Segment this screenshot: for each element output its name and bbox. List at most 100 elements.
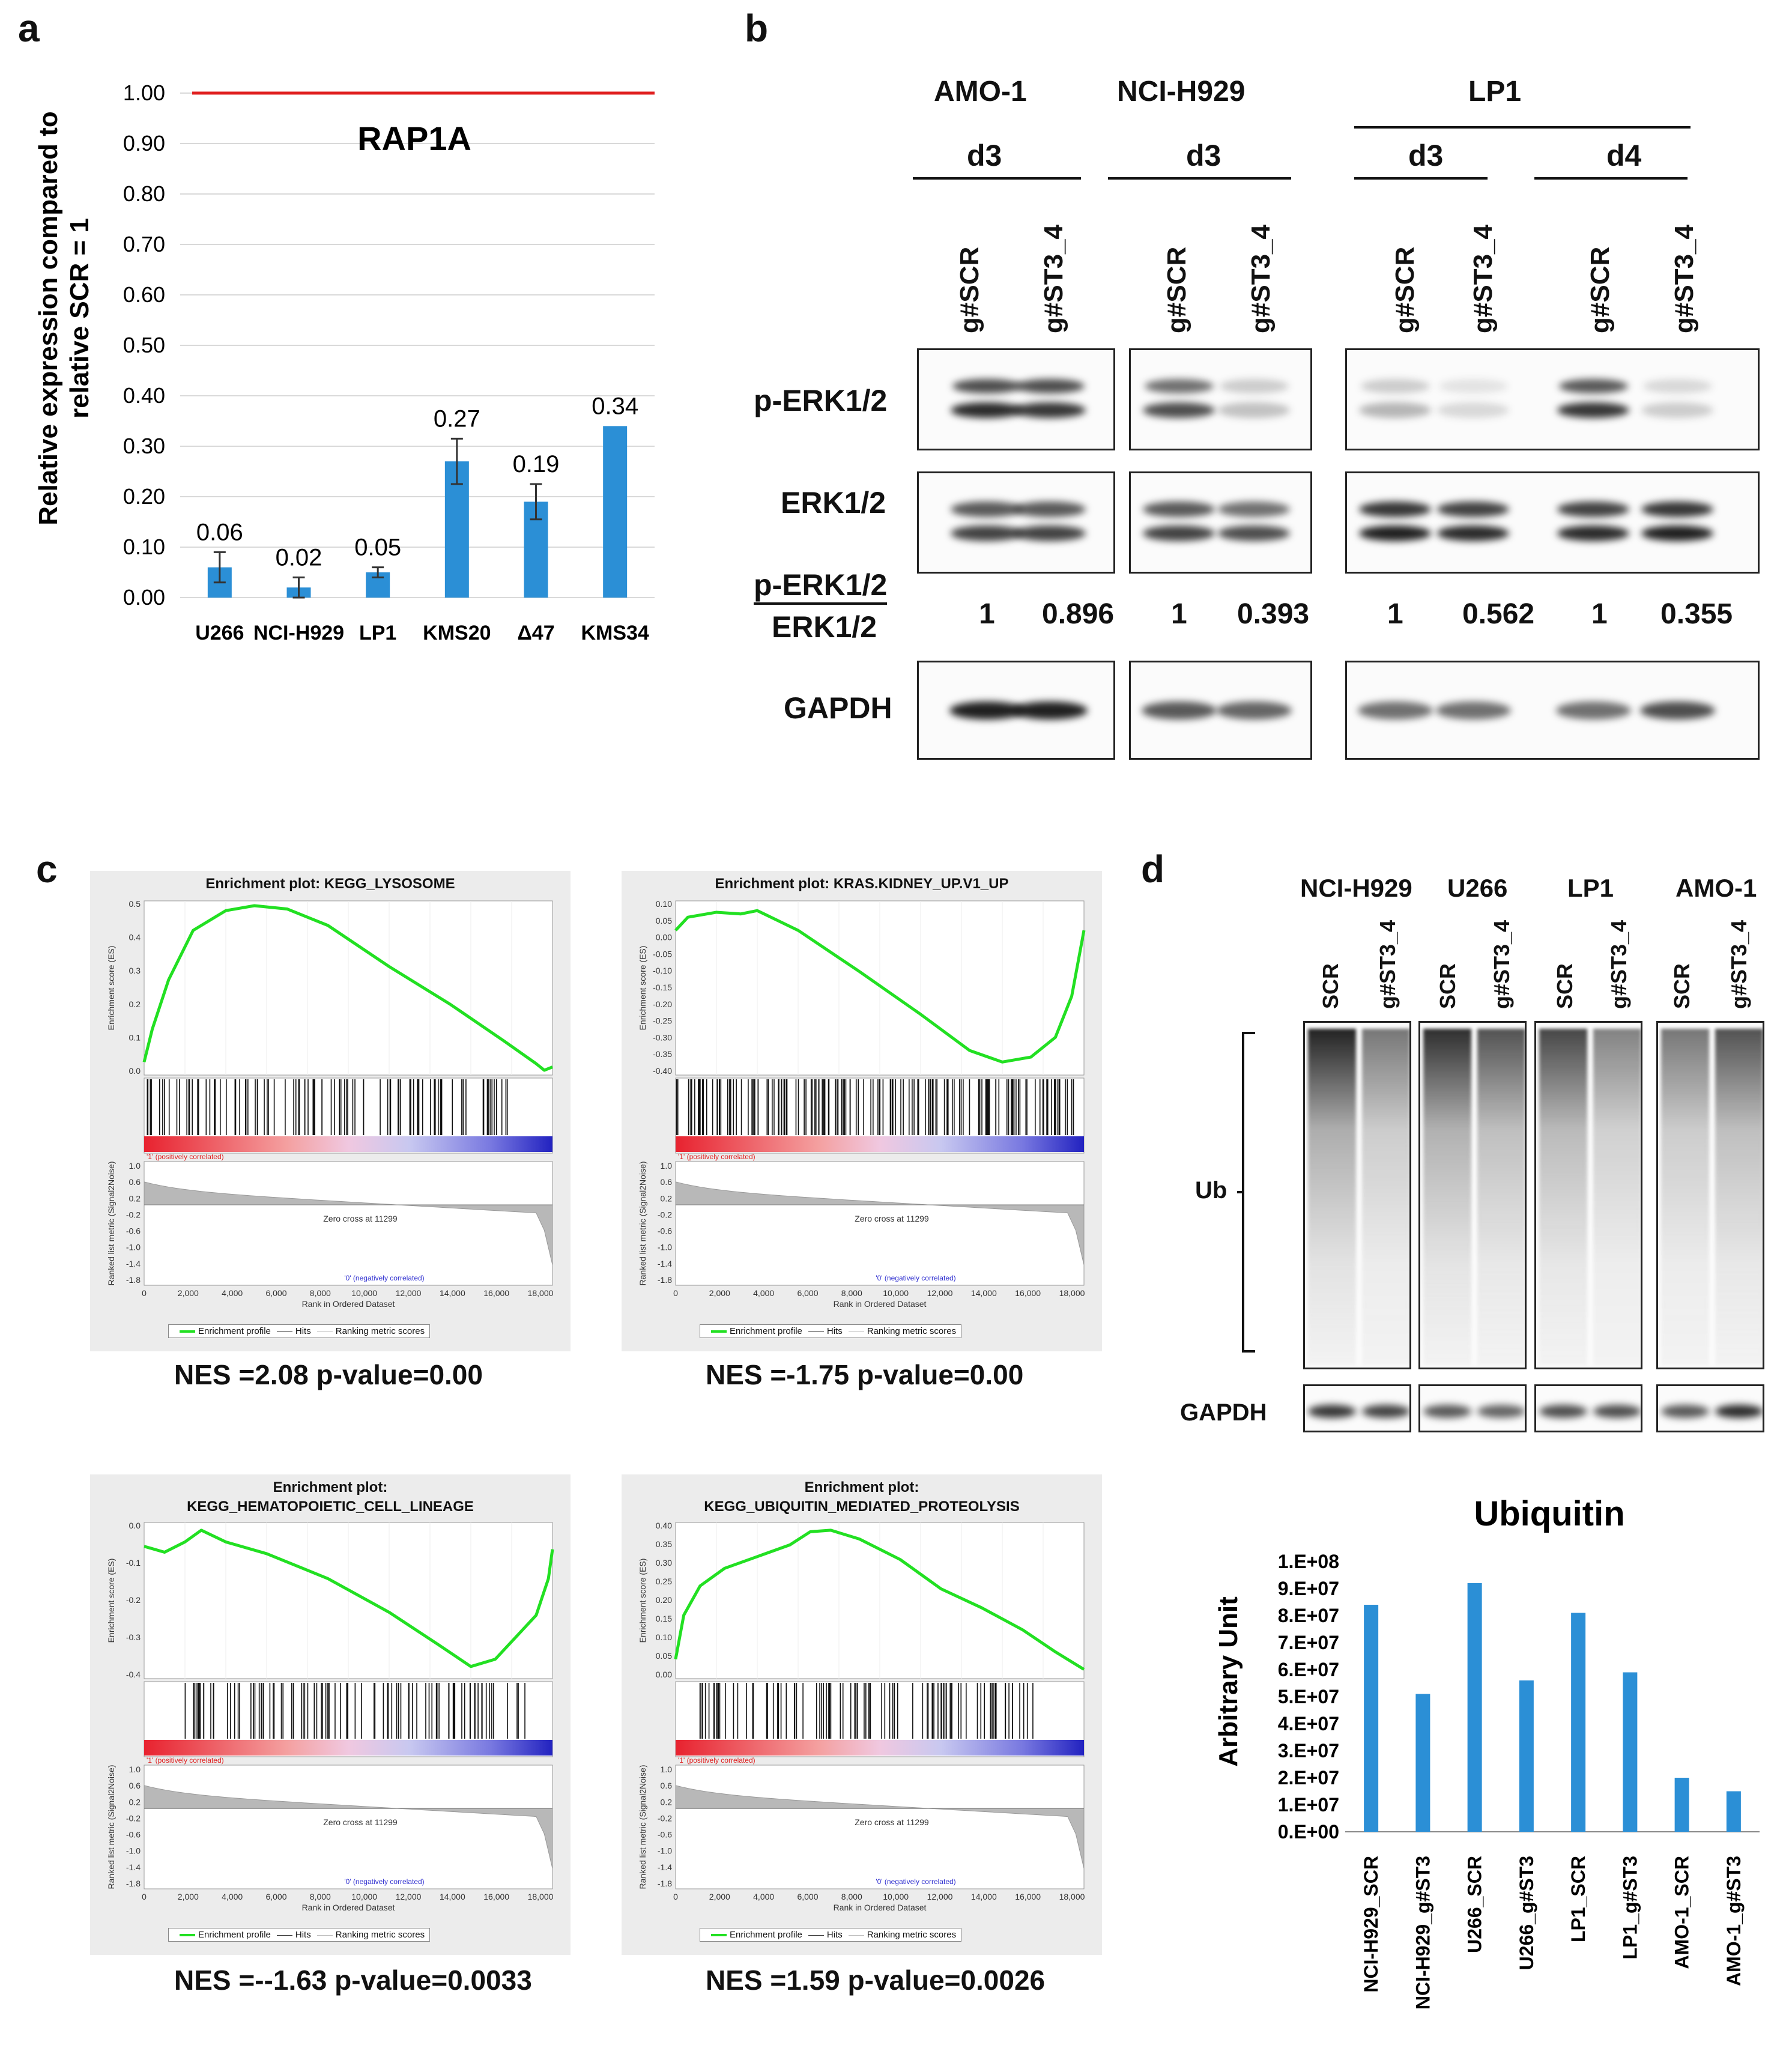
positive-label: '1' (positively correlated) <box>678 1153 755 1161</box>
metric-tick: -1.8 <box>126 1275 141 1285</box>
y-tick-label: 0.50 <box>123 333 165 357</box>
x-tick-label: Δ47 <box>517 622 554 644</box>
ratio-3: 1 <box>1171 598 1187 630</box>
x-tick: 18,000 <box>1059 1288 1085 1298</box>
value-label: 0.27 <box>434 405 480 432</box>
metric-tick: -0.2 <box>658 1210 672 1219</box>
ubiquitin-x-tick: U266_g#ST3 <box>1516 1856 1537 1970</box>
metric-tick: -0.2 <box>126 1813 141 1823</box>
lane-b-6: g#ST3_4 <box>1468 225 1498 333</box>
metric-tick: 0.2 <box>129 1193 141 1203</box>
metric-tick: -1.4 <box>126 1862 141 1872</box>
legend-label: Hits <box>295 1930 311 1940</box>
nes-caption-2: NES =-1.75 p-value=0.00 <box>706 1359 1024 1390</box>
metric-tick: 0.6 <box>661 1781 673 1790</box>
legend-swatch <box>848 1934 864 1936</box>
metric-axis-label: Ranked list metric (Signal2Noise) <box>638 1765 647 1889</box>
blot-band <box>1557 501 1629 517</box>
row-label-ratio-den: ERK1/2 <box>772 610 877 644</box>
es-tick: 0.05 <box>656 1651 672 1661</box>
blot-band <box>1362 1405 1409 1418</box>
ubiquitin-bar <box>1571 1613 1586 1832</box>
panel-label-b: b <box>745 7 769 50</box>
cellline-amo1: AMO-1 <box>934 76 1027 108</box>
y-axis-label-line2: relative SCR = 1 <box>65 218 94 419</box>
metric-tick: 1.0 <box>129 1161 141 1171</box>
negative-label: '0' (negatively correlated) <box>876 1877 955 1886</box>
es-tick: -0.35 <box>653 1049 672 1059</box>
lane-b-2: g#ST3_4 <box>1039 225 1068 333</box>
gsea-legend: Enrichment profile Hits Ranking metric sco… <box>700 1928 962 1942</box>
lane-d-1: SCR <box>1318 963 1343 1009</box>
gsea-title: Enrichment plot: <box>273 1479 388 1495</box>
blot-band <box>951 526 1023 541</box>
metric-tick: 0.2 <box>129 1797 141 1807</box>
x-tick: 16,000 <box>1015 1892 1041 1901</box>
y-tick-label: 0.70 <box>123 232 165 256</box>
ncih929-day-divider <box>1108 177 1291 180</box>
x-tick-label: LP1 <box>359 622 396 644</box>
x-tick: 16,000 <box>1015 1288 1041 1298</box>
legend-label: Hits <box>295 1326 311 1336</box>
x-tick: 10,000 <box>351 1288 377 1298</box>
x-tick-label: U266 <box>195 622 244 644</box>
legend-label: Ranking metric scores <box>867 1930 957 1940</box>
metric-tick: 0.2 <box>661 1797 673 1807</box>
blot-band <box>1359 402 1431 418</box>
metric-panel <box>675 1161 1085 1286</box>
d-cellline-2: U266 <box>1447 874 1508 902</box>
ubiquitin-y-tick: 3.E+07 <box>1278 1740 1339 1762</box>
x-tick: 8,000 <box>310 1892 331 1901</box>
chart-title: RAP1A <box>357 120 471 157</box>
gsea-subtitle: KEGG_HEMATOPOIETIC_CELL_LINEAGE <box>187 1498 474 1515</box>
blot-band <box>1423 1405 1471 1418</box>
blot-band <box>1143 526 1215 541</box>
blot-band <box>1641 402 1713 418</box>
x-tick: 14,000 <box>971 1288 997 1298</box>
blot-gapdh-1 <box>1129 661 1312 760</box>
row-label-erk: ERK1/2 <box>781 486 886 520</box>
x-axis-label: Rank in Ordered Dataset <box>302 1299 395 1309</box>
blot-band <box>1557 402 1629 418</box>
zero-cross-label: Zero cross at 11299 <box>323 1214 398 1223</box>
ubiquitin-bar <box>1674 1778 1689 1832</box>
blot-band <box>1437 402 1509 418</box>
metric-panel <box>675 1765 1085 1889</box>
x-tick: 12,000 <box>927 1892 953 1901</box>
day-amo1: d3 <box>967 139 1002 172</box>
ubiquitin-bar <box>1623 1672 1638 1832</box>
enrichment-curve <box>674 909 1086 1064</box>
x-tick: 2,000 <box>709 1892 730 1901</box>
es-tick: 0.10 <box>656 1632 672 1642</box>
lane-d-8: g#ST3_4 <box>1727 919 1751 1009</box>
gsea-plot-2: Enrichment plot: KRAS.KIDNEY_UP.V1_UP 0.1… <box>622 871 1102 1351</box>
es-tick: 0.00 <box>656 1670 672 1679</box>
es-tick: 0.35 <box>656 1539 672 1549</box>
value-label: 0.02 <box>276 544 322 571</box>
metric-tick: -1.0 <box>126 1243 141 1252</box>
cellline-lp1: LP1 <box>1468 76 1522 108</box>
x-tick: 12,000 <box>396 1288 422 1298</box>
es-tick: -0.2 <box>126 1595 141 1605</box>
x-tick: 6,000 <box>265 1892 286 1901</box>
blot-perk-1 <box>1129 348 1312 450</box>
es-tick: 0.15 <box>656 1614 672 1623</box>
blot-band <box>1438 379 1508 393</box>
enrichment-curve <box>144 1528 554 1668</box>
blot-band <box>1477 1405 1525 1418</box>
y-tick-label: 0.30 <box>123 434 165 458</box>
ub-label: Ub <box>1195 1177 1227 1204</box>
blot-gapdh-0 <box>917 661 1115 760</box>
gsea-title: Enrichment plot: KEGG_LYSOSOME <box>205 876 455 892</box>
nes-caption-4: NES =1.59 p-value=0.0026 <box>706 1965 1046 1996</box>
ratio-7: 1 <box>1591 598 1608 630</box>
x-tick: 4,000 <box>222 1892 243 1901</box>
gsea-legend: Enrichment profile Hits Ranking metric sco… <box>168 1928 431 1942</box>
blot-band <box>949 701 1025 720</box>
day-lp1-d4: d4 <box>1606 139 1642 172</box>
legend-label: Enrichment profile <box>730 1326 802 1336</box>
es-tick: 0.5 <box>129 899 141 909</box>
panel-label-d: d <box>1141 847 1165 891</box>
metric-tick: 0.6 <box>129 1781 141 1790</box>
x-tick: 18,000 <box>528 1892 554 1901</box>
